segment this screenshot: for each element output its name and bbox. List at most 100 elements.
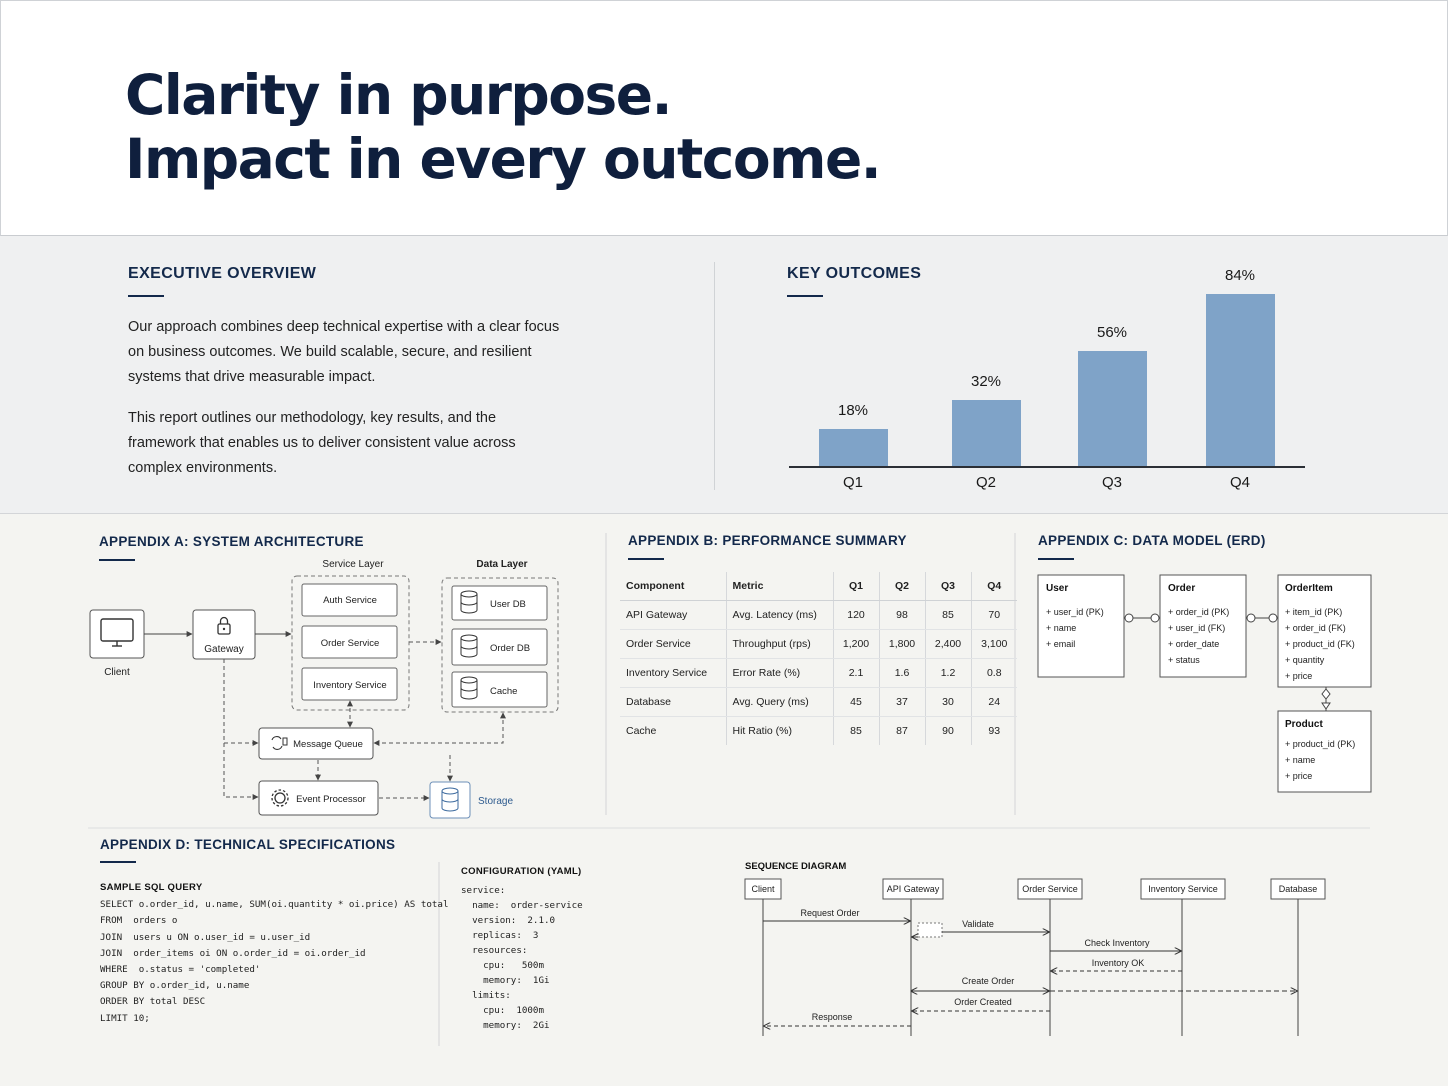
table-cell: 2.1 (833, 658, 880, 688)
entity-field: price (1293, 671, 1313, 681)
lock-icon (217, 616, 231, 635)
sequence-title: SEQUENCE DIAGRAM (745, 861, 846, 872)
chart-bar (1205, 294, 1275, 466)
event-processor-label: Event Processor (296, 794, 366, 805)
table-cell: 37 (879, 687, 926, 717)
order-db-node: Order DB (451, 628, 548, 666)
appendix-b-title: APPENDIX B: PERFORMANCE SUMMARY (628, 533, 907, 548)
message-label: Inventory OK (1092, 958, 1145, 968)
code-line: JOIN users u ON o.user_id = u.user_id (100, 932, 311, 943)
svg-text:+ price: + price (1285, 771, 1312, 781)
table-cell: 24 (971, 687, 1017, 717)
table-cell: 85 (833, 716, 880, 745)
entity-name: Product (1285, 719, 1323, 730)
code-line: ORDER BY total DESC (100, 996, 206, 1007)
code-line: SELECT o.order_id, u.name, SUM(oi.quanti… (100, 899, 449, 910)
chart-tick-label: Q2 (975, 474, 996, 491)
table-cell: 93 (988, 724, 1001, 737)
data-layer-label: Data Layer (476, 559, 527, 570)
table-row: Database Avg. Query (ms) 45 37 30 24 (620, 687, 1017, 717)
chart-data-label: 32% (970, 373, 1002, 390)
order-service-label: Order Service (321, 638, 380, 649)
paragraph-line: Our approach combines deep technical exp… (128, 319, 560, 335)
seq-participant-inventory-service: Inventory Service (1140, 878, 1226, 1036)
svg-text:+ email: + email (1046, 639, 1075, 649)
erd-user-order-relation (1124, 613, 1160, 623)
svg-text:+ name: + name (1285, 755, 1315, 765)
entity-field: order_id (FK) (1293, 623, 1346, 633)
code-line: service: (461, 885, 506, 896)
table-cell: Inventory Service (620, 658, 727, 688)
participant-label: Order Service (1022, 884, 1078, 894)
performance-table: Component Metric Q1 Q2 Q3 Q4 API Gateway… (620, 572, 1017, 745)
event-processor-node: Event Processor (258, 780, 379, 816)
seq-message-inventory-ok: Inventory OK (1051, 958, 1182, 971)
table-cell: 85 (925, 600, 972, 630)
svg-text:+ product_id (PK): + product_id (PK) (1285, 739, 1355, 749)
chart-bar (1077, 351, 1147, 466)
chart-tick-label: Q1 (842, 474, 863, 491)
table-cell: 2,400 (925, 629, 972, 659)
monitor-icon (100, 618, 134, 647)
database-icon (460, 590, 478, 614)
code-line: cpu: 500m (461, 960, 544, 971)
entity-field: product_id (PK) (1293, 739, 1356, 749)
entity-field: item_id (PK) (1293, 607, 1343, 617)
participant-label: Database (1279, 884, 1318, 894)
overview-paragraph-2: This report outlines our methodology, ke… (128, 406, 608, 481)
inventory-service-label: Inventory Service (313, 680, 386, 691)
table-cell: Error Rate (%) (726, 658, 834, 688)
service-layer-box (291, 575, 410, 711)
code-line: cpu: 1000m (461, 1005, 544, 1016)
erd-order-entity: Order + order_id (PK) + user_id (FK) + o… (1159, 574, 1247, 678)
data-queue-arrow (373, 712, 506, 746)
seq-participant-database: Database (1270, 878, 1326, 1036)
participant-label: Client (751, 884, 775, 894)
cache-label: Cache (490, 686, 517, 697)
sync-icon (271, 736, 288, 750)
svg-text:+ user_id (FK): + user_id (FK) (1168, 623, 1225, 633)
yaml-title: CONFIGURATION (YAML) (461, 866, 582, 877)
chart-data-label: 18% (837, 402, 869, 419)
table-cell: 98 (879, 600, 926, 630)
order-service-node: Order Service (301, 625, 398, 659)
user-db-node: User DB (451, 585, 548, 621)
chart-bar (818, 429, 888, 466)
entity-field: name (1054, 623, 1077, 633)
message-label: Order Created (954, 997, 1012, 1007)
table-cell: 90 (925, 716, 972, 745)
code-line: replicas: 3 (461, 930, 539, 941)
entity-field: product_id (FK) (1293, 639, 1355, 649)
table-cell: 0.8 (971, 658, 1017, 688)
table-header-cell: Component (620, 572, 727, 601)
data-layer-box (441, 577, 559, 713)
seq-self-call (912, 922, 943, 937)
paragraph-line: on business outcomes. We build scalable,… (128, 344, 532, 360)
message-label: Create Order (962, 976, 1015, 986)
hero-line-2: Impact in every outcome. (125, 127, 882, 191)
code-line: JOIN order_items oi ON o.order_id = oi.o… (100, 948, 366, 959)
table-header-cell: Q4 (971, 572, 1017, 601)
erd-user-entity: User + user_id (PK) + name + email (1037, 574, 1125, 678)
seq-participant-api-gateway: API Gateway (882, 878, 944, 1036)
appendix-c-title: APPENDIX C: DATA MODEL (ERD) (1038, 533, 1266, 548)
participant-label: API Gateway (887, 884, 940, 894)
table-cell: 3,100 (971, 629, 1017, 659)
gear-icon (271, 789, 289, 807)
entity-field: order_id (PK) (1176, 607, 1230, 617)
order-db-label: Order DB (490, 643, 530, 654)
seq-message-validate: Validate (942, 919, 1049, 932)
title-underline (1038, 558, 1074, 560)
chart-tick-label: Q4 (1229, 474, 1250, 491)
title-underline (100, 861, 136, 863)
svg-text:+ order_date: + order_date (1168, 639, 1219, 649)
storage-label: Storage (478, 796, 513, 807)
svg-text:+ status: + status (1168, 655, 1200, 665)
table-header-cell: Q2 (879, 572, 926, 601)
table-cell: Cache (620, 716, 727, 745)
participant-label: Inventory Service (1148, 884, 1218, 894)
sql-title: SAMPLE SQL QUERY (100, 882, 203, 893)
table-row: Order Service Throughput (rps) 1,200 1,8… (620, 629, 1017, 659)
table-header-cell: Metric (726, 572, 834, 601)
table-cell: Database (620, 687, 727, 717)
